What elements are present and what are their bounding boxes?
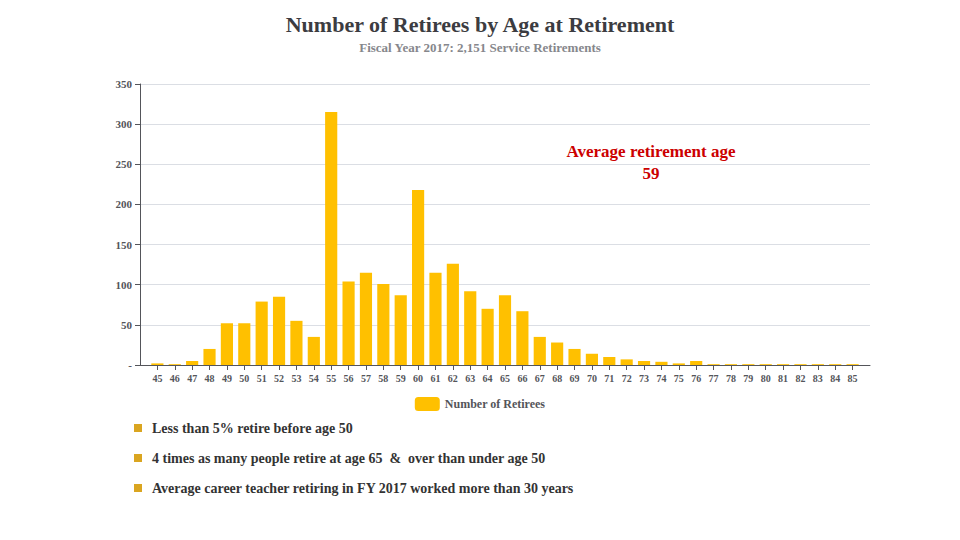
svg-text:85: 85 xyxy=(848,373,858,384)
svg-text:4 times as many people retire: 4 times as many people retire at age 65 … xyxy=(152,451,545,466)
svg-text:63: 63 xyxy=(465,373,475,384)
svg-text:-: - xyxy=(128,359,132,371)
svg-text:61: 61 xyxy=(430,373,440,384)
svg-text:Number of Retirees: Number of Retirees xyxy=(445,397,546,411)
svg-text:62: 62 xyxy=(448,373,458,384)
svg-text:70: 70 xyxy=(587,373,597,384)
svg-text:Less than 5% retire before age: Less than 5% retire before age 50 xyxy=(152,421,353,436)
svg-text:250: 250 xyxy=(116,158,133,170)
svg-text:75: 75 xyxy=(674,373,684,384)
svg-text:74: 74 xyxy=(656,373,666,384)
svg-text:Average retirement age: Average retirement age xyxy=(567,142,736,161)
svg-text:53: 53 xyxy=(291,373,301,384)
svg-text:69: 69 xyxy=(570,373,580,384)
svg-text:100: 100 xyxy=(116,279,133,291)
svg-text:72: 72 xyxy=(622,373,632,384)
svg-text:66: 66 xyxy=(517,373,527,384)
svg-text:84: 84 xyxy=(830,373,840,384)
svg-text:59: 59 xyxy=(396,373,406,384)
svg-text:51: 51 xyxy=(257,373,267,384)
svg-text:58: 58 xyxy=(378,373,388,384)
svg-text:150: 150 xyxy=(116,239,133,251)
svg-text:57: 57 xyxy=(361,373,371,384)
svg-text:54: 54 xyxy=(309,373,319,384)
svg-text:81: 81 xyxy=(778,373,788,384)
svg-text:47: 47 xyxy=(187,373,197,384)
svg-text:77: 77 xyxy=(709,373,719,384)
svg-text:64: 64 xyxy=(483,373,493,384)
svg-text:59: 59 xyxy=(643,164,660,183)
svg-text:45: 45 xyxy=(152,373,162,384)
svg-text:82: 82 xyxy=(795,373,805,384)
svg-text:68: 68 xyxy=(552,373,562,384)
svg-text:73: 73 xyxy=(639,373,649,384)
svg-text:52: 52 xyxy=(274,373,284,384)
svg-text:56: 56 xyxy=(344,373,354,384)
svg-text:65: 65 xyxy=(500,373,510,384)
svg-text:46: 46 xyxy=(170,373,180,384)
svg-text:50: 50 xyxy=(121,319,133,331)
svg-text:79: 79 xyxy=(743,373,753,384)
svg-text:Average career teacher retirin: Average career teacher retiring in FY 20… xyxy=(152,481,574,496)
svg-text:55: 55 xyxy=(326,373,336,384)
svg-text:60: 60 xyxy=(413,373,423,384)
svg-text:49: 49 xyxy=(222,373,232,384)
svg-text:Number of Retirees by Age at R: Number of Retirees by Age at Retirement xyxy=(286,12,675,37)
svg-text:200: 200 xyxy=(116,198,133,210)
svg-text:300: 300 xyxy=(116,118,133,130)
svg-text:76: 76 xyxy=(691,373,701,384)
svg-text:78: 78 xyxy=(726,373,736,384)
svg-text:83: 83 xyxy=(813,373,823,384)
svg-text:71: 71 xyxy=(604,373,614,384)
svg-text:Fiscal Year 2017: 2,151 Servic: Fiscal Year 2017: 2,151 Service Retireme… xyxy=(359,40,601,55)
svg-text:48: 48 xyxy=(205,373,215,384)
svg-text:67: 67 xyxy=(535,373,545,384)
svg-text:80: 80 xyxy=(761,373,771,384)
svg-text:350: 350 xyxy=(116,78,133,90)
svg-text:50: 50 xyxy=(239,373,249,384)
